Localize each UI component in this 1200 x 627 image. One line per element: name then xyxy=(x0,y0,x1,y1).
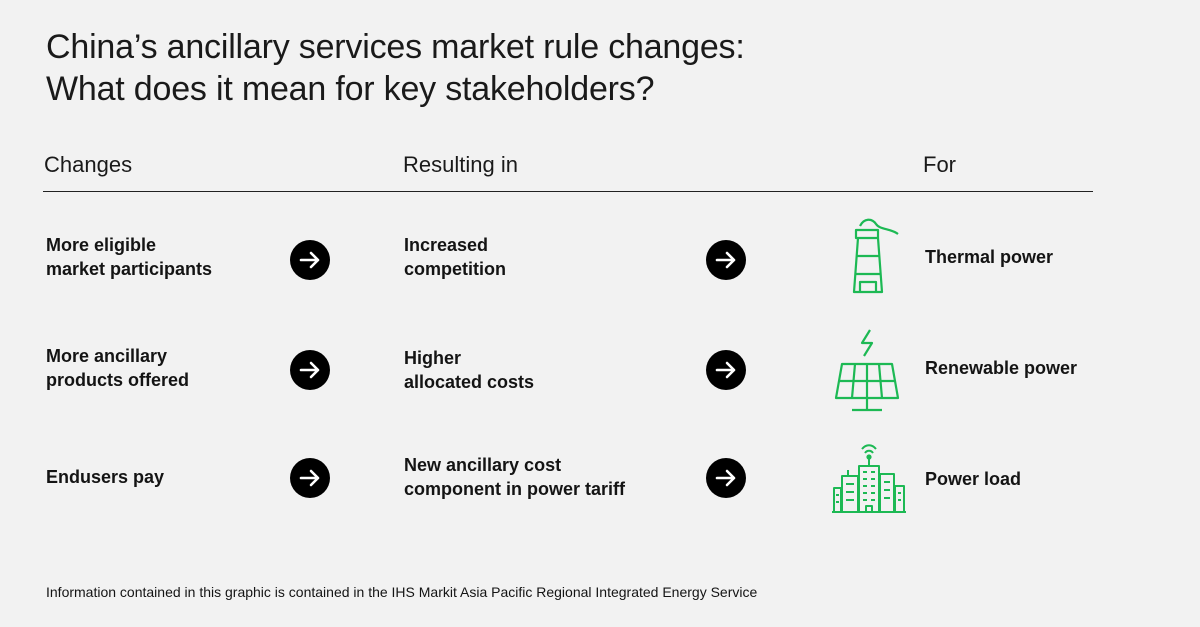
column-header-changes: Changes xyxy=(44,152,133,177)
stakeholder-power-load: Power load xyxy=(925,469,1022,489)
arrow-icon xyxy=(706,350,746,390)
result-1-line-1: Increased xyxy=(404,235,489,255)
result-3-line-1: New ancillary cost xyxy=(404,455,562,475)
result-cell-2: Higher allocated costs xyxy=(404,346,534,394)
result-cell-1: Increased competition xyxy=(404,233,506,281)
arrow-icon xyxy=(706,240,746,280)
column-header-for: For xyxy=(923,152,956,177)
change-cell-1: More eligible market participants xyxy=(46,233,212,281)
column-header-resulting: Resulting in xyxy=(403,152,518,177)
change-1-line-1: More eligible xyxy=(46,235,157,255)
change-3-line-1: Endusers pay xyxy=(46,467,165,487)
thermal-plant-icon xyxy=(838,216,904,303)
header-divider xyxy=(43,191,1093,192)
result-1-line-2: competition xyxy=(404,259,506,279)
solar-panel-icon xyxy=(830,326,904,419)
change-2-line-1: More ancillary xyxy=(46,346,168,366)
arrow-icon xyxy=(290,240,330,280)
stakeholder-renewable-power: Renewable power xyxy=(925,358,1078,378)
result-cell-3: New ancillary cost component in power ta… xyxy=(404,453,625,501)
arrow-icon xyxy=(290,350,330,390)
result-3-line-2: component in power tariff xyxy=(404,479,626,499)
change-cell-2: More ancillary products offered xyxy=(46,344,189,392)
title-line-2: What does it mean for key stakeholders? xyxy=(46,70,655,108)
arrow-icon xyxy=(290,458,330,498)
result-2-line-1: Higher xyxy=(404,348,462,368)
page-title: China’s ancillary services market rule c… xyxy=(46,26,745,110)
result-2-line-2: allocated costs xyxy=(404,372,535,392)
stakeholder-thermal-power: Thermal power xyxy=(925,247,1054,267)
change-2-line-2: products offered xyxy=(46,370,190,390)
city-buildings-icon xyxy=(830,440,908,521)
change-cell-3: Endusers pay xyxy=(46,465,164,489)
arrow-icon xyxy=(706,458,746,498)
title-line-1: China’s ancillary services market rule c… xyxy=(46,28,745,66)
source-footnote: Information contained in this graphic is… xyxy=(46,584,758,600)
change-1-line-2: market participants xyxy=(46,259,213,279)
